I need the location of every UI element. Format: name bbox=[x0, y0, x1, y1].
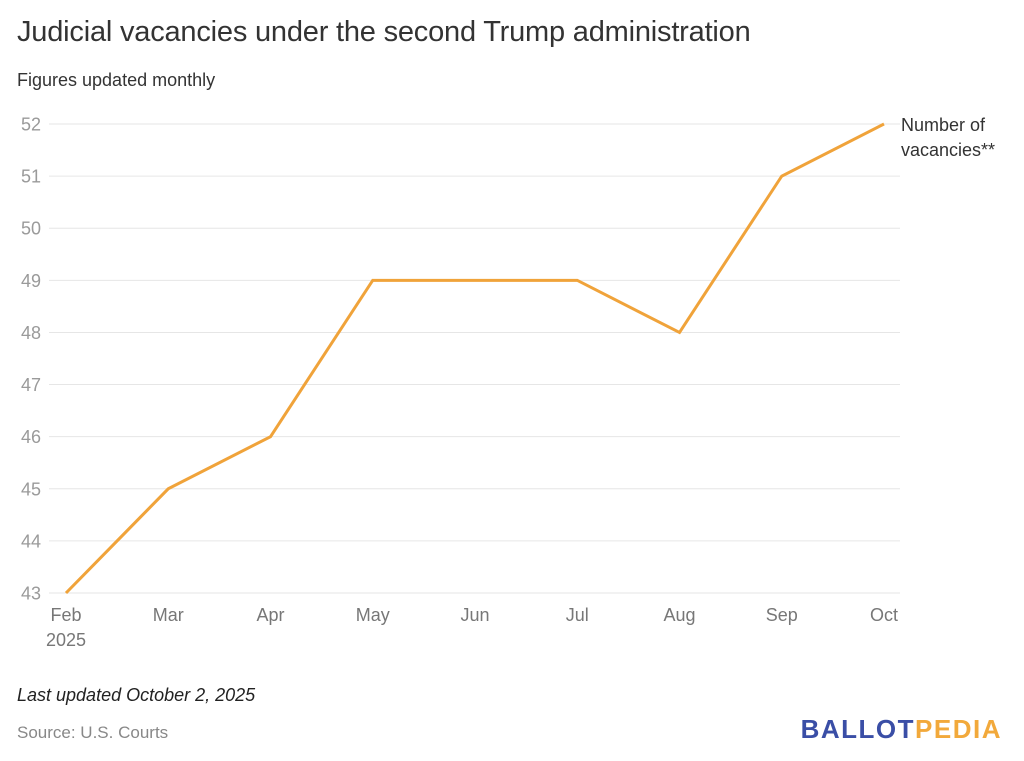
y-tick-label: 45 bbox=[21, 479, 41, 499]
x-tick-label: Feb bbox=[50, 605, 81, 625]
y-tick-label: 44 bbox=[21, 531, 41, 551]
x-tick-sublabel: 2025 bbox=[46, 630, 86, 650]
x-tick-label: Aug bbox=[663, 605, 695, 625]
y-tick-label: 43 bbox=[21, 584, 41, 604]
logo-pedia: PEDIA bbox=[915, 714, 1002, 744]
logo-ballot: BALLOT bbox=[800, 714, 916, 744]
x-axis-ticks: Feb 2025 Mar Apr May Jun Jul Aug Sep Oct bbox=[46, 605, 898, 650]
x-tick-label: Apr bbox=[256, 605, 284, 625]
y-tick-label: 49 bbox=[21, 271, 41, 291]
series-label-line2: vacancies** bbox=[901, 140, 995, 160]
series-line bbox=[64, 122, 885, 595]
line-chart: 43 44 45 46 47 48 49 50 51 52 Feb 2025 Mar Apr May Jun… bbox=[21, 115, 995, 651]
ballotpedia-logo: BALLOTPEDIA bbox=[801, 714, 1002, 745]
x-tick-label: Mar bbox=[153, 605, 184, 625]
y-tick-label: 47 bbox=[21, 375, 41, 395]
y-tick-label: 52 bbox=[21, 115, 41, 135]
x-tick-label: Jul bbox=[566, 605, 589, 625]
x-tick-label: Jun bbox=[460, 605, 489, 625]
series-labels: Number of vacancies** bbox=[901, 115, 995, 160]
y-tick-label: 50 bbox=[21, 219, 41, 239]
gridlines bbox=[49, 123, 900, 594]
y-tick-label: 48 bbox=[21, 323, 41, 343]
last-updated: Last updated October 2, 2025 bbox=[17, 685, 256, 705]
y-axis-ticks: 43 44 45 46 47 48 49 50 51 52 bbox=[21, 115, 41, 604]
source-note: Source: U.S. Courts bbox=[17, 723, 169, 742]
x-tick-label: Sep bbox=[766, 605, 798, 625]
y-tick-label: 46 bbox=[21, 427, 41, 447]
x-tick-label: May bbox=[356, 605, 390, 625]
series-group bbox=[64, 122, 885, 595]
x-tick-label: Oct bbox=[870, 605, 898, 625]
chart-subtitle: Figures updated monthly bbox=[17, 70, 216, 90]
series-label: Number of bbox=[901, 115, 986, 135]
chart-title: Judicial vacancies under the second Trum… bbox=[17, 16, 751, 48]
y-tick-label: 51 bbox=[21, 167, 41, 187]
